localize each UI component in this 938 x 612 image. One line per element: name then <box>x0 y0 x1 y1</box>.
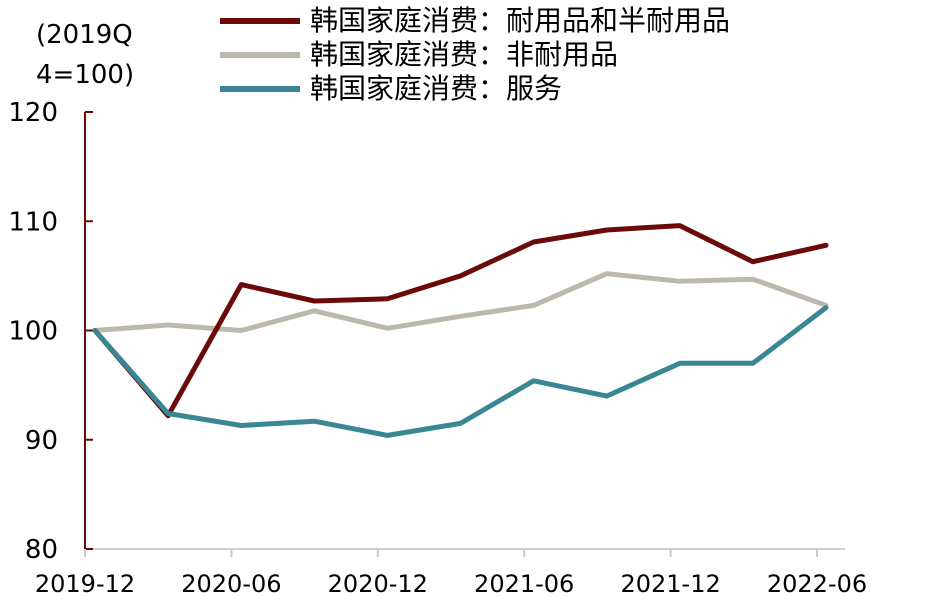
legend-item-durables: 韩国家庭消费：耐用品和半耐用品 <box>220 4 730 38</box>
y-tick-label: 100 <box>8 317 58 347</box>
y-tick-label: 90 <box>25 426 58 456</box>
x-tick-label: 2019-12 <box>35 570 135 598</box>
series-line-services <box>92 305 829 438</box>
y-unit-label-line-1: (2019Q <box>36 20 133 50</box>
legend-label-services: 韩国家庭消费：服务 <box>310 72 563 105</box>
legend-item-services: 韩国家庭消费：服务 <box>220 72 730 106</box>
x-tick-label: 2020-12 <box>328 570 428 598</box>
legend-swatch-durables <box>220 18 300 24</box>
series-line-durables <box>92 223 829 419</box>
chart-axes: 80 90 100 110 120 2019-12 2020-06 2020-12 2021-0… <box>8 98 867 598</box>
legend-swatch-services <box>220 86 300 92</box>
y-unit-label-line-2: 4=100) <box>36 60 135 90</box>
legend-label-nondurables: 韩国家庭消费：非耐用品 <box>310 38 619 71</box>
x-tick-label: 2022-06 <box>767 570 867 598</box>
y-tick-label: 110 <box>8 207 58 237</box>
chart-legend: 韩国家庭消费：耐用品和半耐用品 韩国家庭消费：非耐用品 韩国家庭消费：服务 <box>220 4 730 106</box>
series-line-nondurables <box>92 271 829 333</box>
series-layer <box>92 223 829 438</box>
legend-label-durables: 韩国家庭消费：耐用品和半耐用品 <box>310 4 731 37</box>
legend-swatch-nondurables <box>220 52 300 58</box>
y-tick-label: 120 <box>8 98 58 128</box>
x-tick-label: 2021-06 <box>474 570 574 598</box>
y-tick-label: 80 <box>25 535 58 565</box>
x-tick-label: 2020-06 <box>181 570 281 598</box>
x-tick-label: 2021-12 <box>620 570 720 598</box>
legend-item-nondurables: 韩国家庭消费：非耐用品 <box>220 38 730 72</box>
